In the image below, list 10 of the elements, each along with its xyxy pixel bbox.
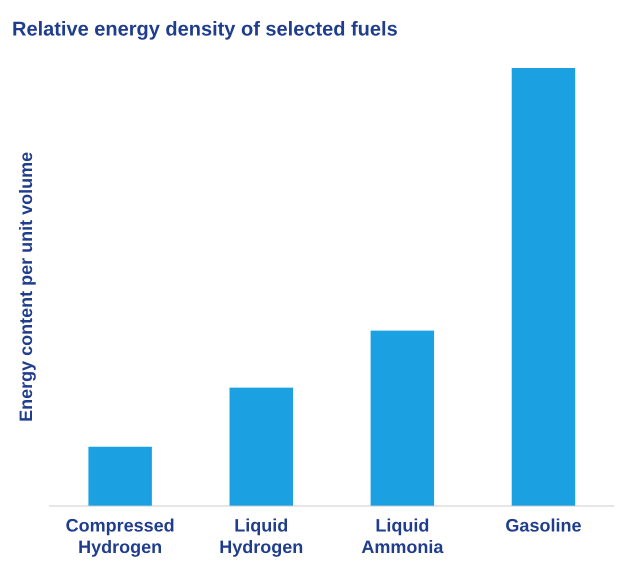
x-tick-label: Gasoline	[505, 516, 582, 536]
y-axis-title: Energy content per unit volume	[16, 152, 36, 422]
x-tick-label: Compressed Hydrogen	[66, 516, 175, 558]
bar	[230, 388, 293, 506]
bar	[88, 446, 152, 506]
chart-title: Relative energy density of selected fuels	[12, 18, 398, 41]
x-tick-label: Liquid Hydrogen	[219, 516, 304, 558]
bar	[370, 330, 434, 506]
x-tick-label: Liquid Ammonia	[361, 516, 444, 558]
bar	[512, 68, 576, 506]
